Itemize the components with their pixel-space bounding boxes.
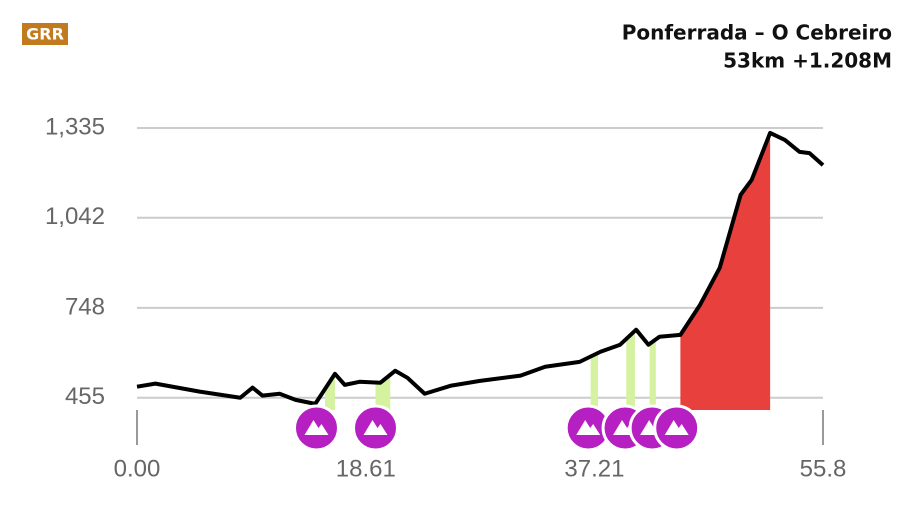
poi-icon <box>363 420 388 435</box>
y-tick-label: 1,335 <box>45 113 105 140</box>
y-tick-label: 1,042 <box>45 203 105 230</box>
y-tick-label: 455 <box>65 383 105 410</box>
poi-marker <box>352 404 400 452</box>
x-tick-label: 55.8 <box>800 455 847 482</box>
poi-marker <box>653 404 701 452</box>
x-tick-label: 0.00 <box>114 455 161 482</box>
climb-area <box>680 132 771 410</box>
poi-icon <box>576 420 601 435</box>
chart-subtitle: 53km +1.208M <box>723 49 892 73</box>
poi-marker <box>564 404 612 452</box>
climb-area <box>325 373 335 410</box>
x-tick-label: 18.61 <box>336 455 396 482</box>
x-tick-label: 37.21 <box>564 455 624 482</box>
poi-icon <box>664 420 689 435</box>
logo: GRR <box>26 25 64 44</box>
y-tick-label: 748 <box>65 293 105 320</box>
chart-title: Ponferrada – O Cebreiro <box>622 21 892 45</box>
elevation-line <box>136 130 825 406</box>
climb-area <box>590 352 599 410</box>
climb-area <box>649 339 656 410</box>
climb-area <box>626 330 635 410</box>
poi-icon <box>304 420 329 435</box>
logo-bg <box>22 23 68 45</box>
poi-marker <box>292 404 340 452</box>
